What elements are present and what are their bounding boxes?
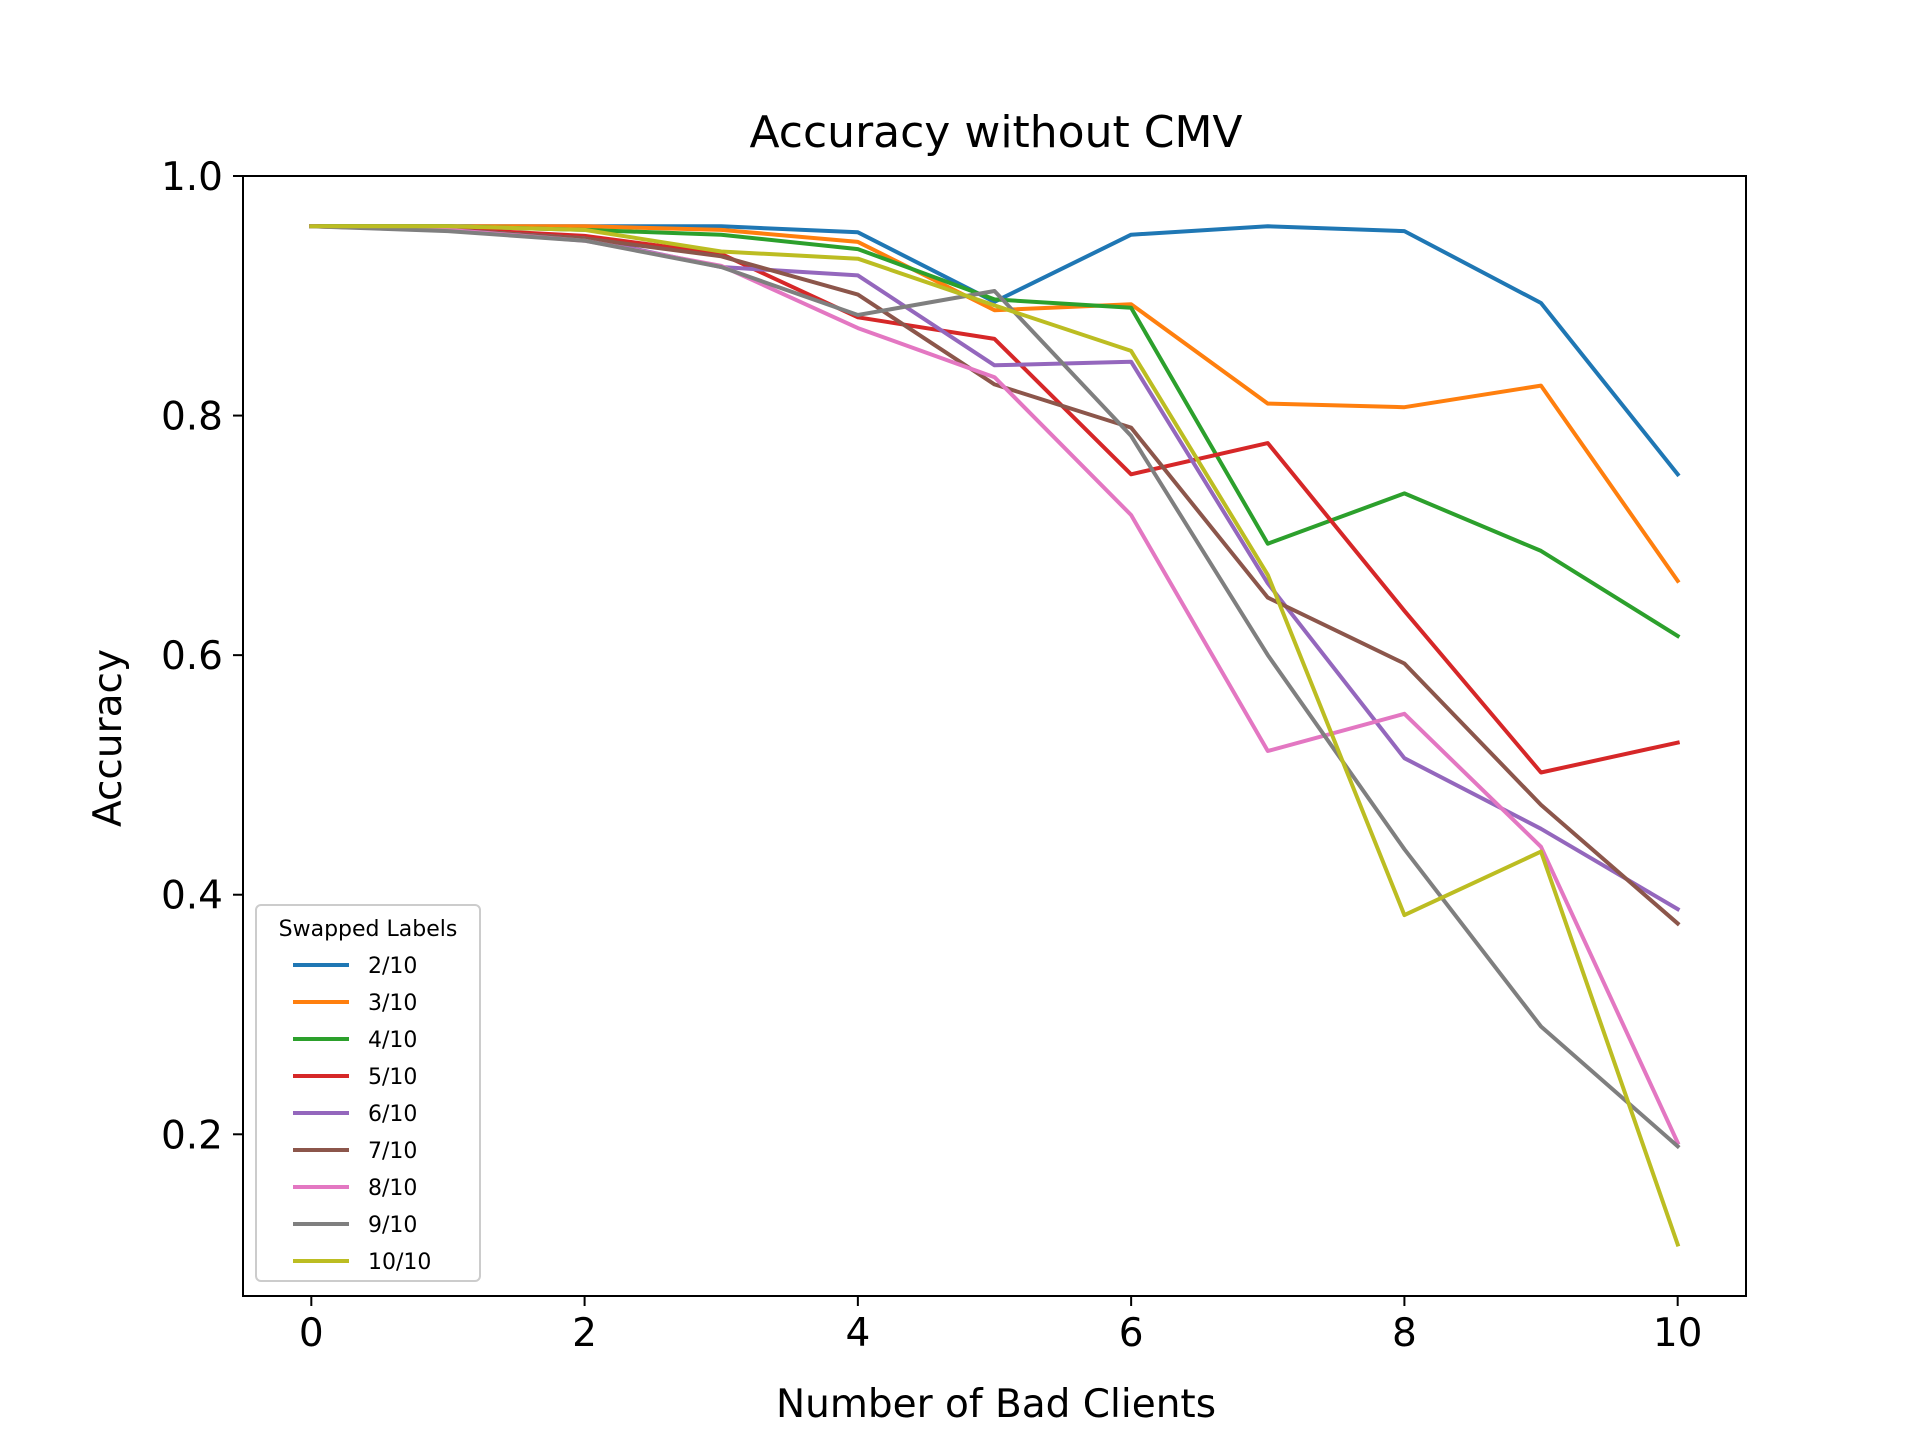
x-tick-label: 4 xyxy=(845,1311,870,1356)
legend-entry-label: 2/10 xyxy=(368,954,417,979)
legend-entry-label: 8/10 xyxy=(368,1176,417,1201)
x-axis-label: Number of Bad Clients xyxy=(776,1382,1216,1427)
y-tick-label: 1.0 xyxy=(161,155,223,200)
x-tick-label: 0 xyxy=(299,1311,324,1356)
series-line-2 xyxy=(309,224,1681,584)
axes-frame xyxy=(242,175,1747,1297)
x-tick-label: 8 xyxy=(1392,1311,1417,1356)
legend-entry-label: 5/10 xyxy=(368,1065,417,1090)
legend-entry-label: 9/10 xyxy=(368,1213,417,1238)
legend: Swapped Labels 2/10 3/10 4/10 5/10 6/10 7/10 8/… xyxy=(255,904,481,1282)
x-tick-label: 6 xyxy=(1119,1311,1144,1356)
legend-entry-label: 6/10 xyxy=(368,1102,417,1127)
legend-entry-label: 3/10 xyxy=(368,991,417,1016)
legend-entry-label: 7/10 xyxy=(368,1139,417,1164)
legend-entry-label: 4/10 xyxy=(368,1028,417,1053)
y-tick-label: 0.2 xyxy=(161,1113,223,1158)
plot-area xyxy=(242,175,1747,1297)
legend-title: Swapped Labels xyxy=(279,917,458,942)
series-line-9 xyxy=(309,224,1681,1248)
y-tick-label: 0.4 xyxy=(161,874,223,919)
axis-ticks: 0 2 4 6 8 10 0.2 0.4 0.6 0.8 1.0 xyxy=(161,155,1703,1356)
chart-title: Accuracy without CMV xyxy=(749,107,1242,158)
y-tick-label: 0.6 xyxy=(161,634,223,679)
legend-entry-label: 10/10 xyxy=(368,1250,431,1275)
series-line-8 xyxy=(309,224,1681,1150)
y-axis-label: Accuracy xyxy=(86,649,131,827)
x-tick-label: 2 xyxy=(572,1311,597,1356)
x-tick-label: 10 xyxy=(1653,1311,1703,1356)
y-tick-label: 0.8 xyxy=(161,395,223,440)
